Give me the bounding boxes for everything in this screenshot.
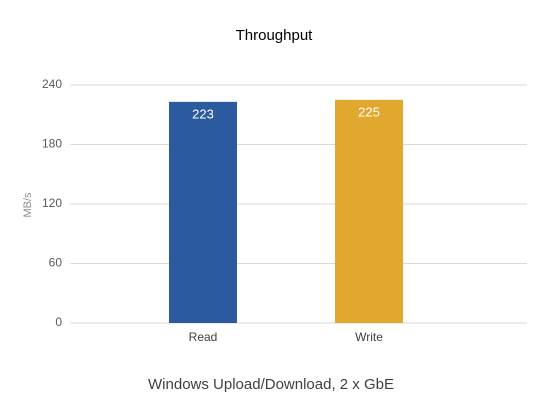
bar [169,101,237,323]
x-axis-label: Windows Upload/Download, 2 x GbE [148,376,394,393]
y-tick-label: 0 [55,315,62,329]
data-label: 223 [192,106,214,121]
y-axis-label: MB/s [22,192,34,218]
y-tick-label: 60 [49,256,63,270]
y-tick-label: 120 [42,196,62,210]
x-tick-label: Read [189,330,218,344]
x-tick-label: Write [355,330,383,344]
y-tick-label: 240 [42,77,62,91]
y-tick-label: 180 [42,137,62,151]
chart-title: Throughput [236,27,314,44]
data-label: 225 [358,104,380,119]
bar [335,99,403,323]
